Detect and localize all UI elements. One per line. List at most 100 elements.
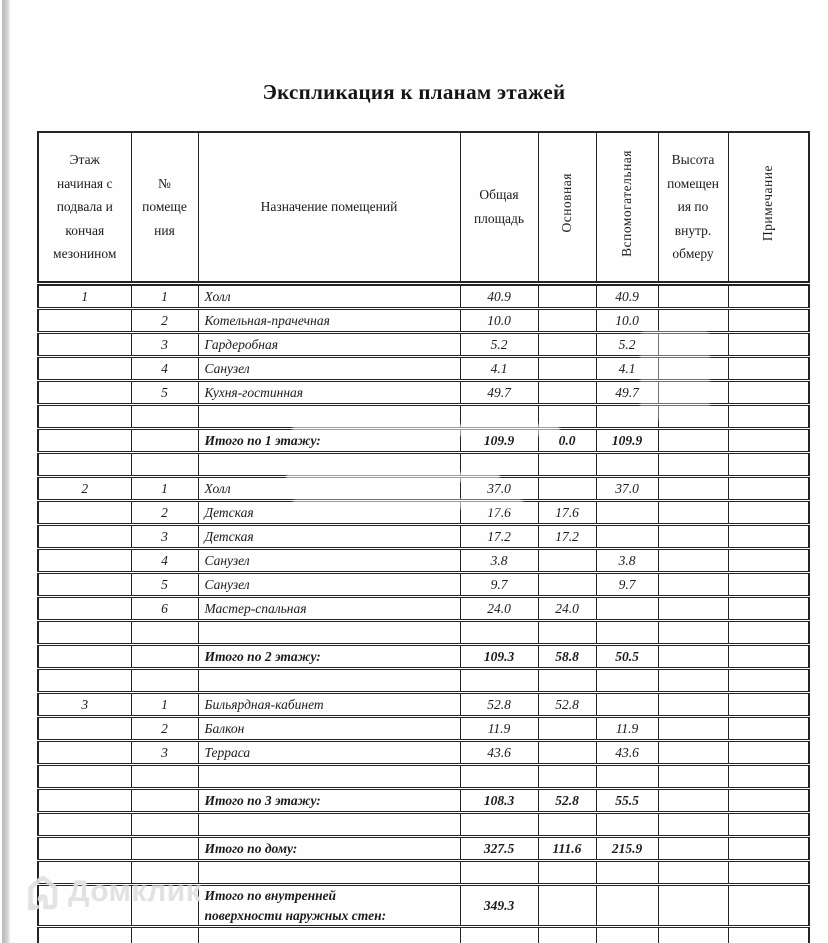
- cell-name: Холл: [197, 475, 460, 501]
- cell-name: Мастер-спальная: [197, 595, 460, 621]
- page-title: Экспликация к планам этажей: [262, 80, 566, 104]
- cell-height: [657, 379, 728, 405]
- cell-total: [459, 925, 538, 943]
- cell-main: [537, 451, 596, 477]
- cell-num: 2: [130, 715, 198, 741]
- cell-floor: [38, 571, 131, 597]
- cell-aux: [595, 595, 658, 621]
- cell-height: [657, 475, 728, 501]
- cell-aux: [595, 403, 658, 429]
- cell-main: 17.2: [537, 523, 596, 549]
- col-header-note: Примечание: [727, 132, 809, 286]
- cell-floor: [38, 451, 131, 477]
- cell-name: [197, 667, 460, 693]
- table-row-data: 5 Кухня-гостинная 49.7 49.7: [38, 379, 809, 405]
- cell-name: Итого по 1 этажу:: [197, 427, 460, 453]
- table-row-data: 5 Санузел 9.7 9.7: [38, 571, 809, 597]
- cell-total: 43.6: [459, 739, 538, 765]
- table-row-total: Итого по 2 этажу: 109.3 58.8 50.5: [38, 643, 809, 669]
- table-row-empty: [38, 403, 809, 429]
- table-row-total-tall: Итого по внутренней поверхности наружных…: [38, 882, 809, 927]
- cell-note: [727, 307, 809, 333]
- cell-total: 109.3: [459, 643, 538, 669]
- cell-aux: [595, 523, 658, 549]
- cell-aux: [595, 691, 658, 717]
- cell-floor: [38, 379, 131, 405]
- cell-main: [537, 811, 596, 837]
- table-row-total: Итого по 1 этажу: 109.9 0.0 109.9: [38, 427, 809, 453]
- cell-total: 4.1: [459, 355, 538, 381]
- cell-aux: 10.0: [595, 307, 658, 333]
- cell-aux: 11.9: [595, 715, 658, 741]
- cell-floor: [38, 331, 131, 357]
- cell-height: [657, 835, 728, 861]
- cell-num: [130, 763, 198, 789]
- cell-name: Детская: [197, 523, 460, 549]
- cell-height: [657, 691, 728, 717]
- cell-aux: 5.2: [595, 331, 658, 357]
- cell-name: Терраса: [197, 739, 460, 765]
- cell-name: Кухня-гостинная: [197, 379, 460, 405]
- cell-height: [657, 571, 728, 597]
- cell-aux: 49.7: [595, 379, 658, 405]
- cell-floor: [38, 499, 131, 525]
- cell-aux: 109.9: [595, 427, 658, 453]
- table-row-data: 2 Детская 17.6 17.6: [38, 499, 809, 525]
- cell-height: [657, 787, 728, 813]
- table-row-empty: [38, 859, 809, 885]
- cell-note: [727, 403, 809, 429]
- cell-total: [459, 811, 538, 837]
- cell-num: [130, 427, 198, 453]
- cell-aux: [595, 811, 658, 837]
- cell-main: 111.6: [537, 835, 596, 861]
- table-row-total: Итого по 3 этажу: 108.3 52.8 55.5: [38, 787, 809, 813]
- cell-aux: 3.8: [595, 547, 658, 573]
- cell-height: [657, 427, 728, 453]
- cell-name: Гардеробная: [197, 331, 460, 357]
- col-header-purpose: Назначение помещений: [197, 132, 460, 286]
- cell-floor: [38, 307, 131, 333]
- cell-name: Санузел: [197, 355, 460, 381]
- cell-aux: [595, 859, 658, 885]
- cell-num: 3: [130, 331, 198, 357]
- cell-aux: 215.9: [595, 835, 658, 861]
- table-row-empty: [38, 451, 809, 477]
- cell-aux: [595, 619, 658, 645]
- cell-main: [537, 739, 596, 765]
- table-row-data: 1 1 Холл 40.9 40.9: [38, 283, 809, 309]
- cell-note: [727, 427, 809, 453]
- cell-aux: [595, 763, 658, 789]
- cell-aux: 43.6: [595, 739, 658, 765]
- cell-note: [727, 882, 809, 927]
- cell-height: [657, 619, 728, 645]
- cell-total: [459, 859, 538, 885]
- table-row-empty: [38, 667, 809, 693]
- cell-name: Котельная-прачечная: [197, 307, 460, 333]
- cell-num: [130, 925, 198, 943]
- cell-aux: [595, 499, 658, 525]
- cell-total: 10.0: [459, 307, 538, 333]
- table-row-data: 2 Котельная-прачечная 10.0 10.0: [38, 307, 809, 333]
- cell-num: [130, 811, 198, 837]
- table-row-data: 4 Санузел 4.1 4.1: [38, 355, 809, 381]
- cell-num: [130, 835, 198, 861]
- cell-total: 37.0: [459, 475, 538, 501]
- cell-floor: [38, 739, 131, 765]
- cell-main: [537, 403, 596, 429]
- cell-note: [727, 859, 809, 885]
- cell-floor: [38, 882, 131, 927]
- cell-floor: [38, 643, 131, 669]
- cell-total: 11.9: [459, 715, 538, 741]
- cell-name: [197, 619, 460, 645]
- cell-aux: 37.0: [595, 475, 658, 501]
- cell-note: [727, 475, 809, 501]
- cell-note: [727, 787, 809, 813]
- cell-name: [197, 811, 460, 837]
- cell-name: Бильярдная-кабинет: [197, 691, 460, 717]
- cell-floor: [38, 763, 131, 789]
- cell-main: [537, 547, 596, 573]
- cell-note: [727, 547, 809, 573]
- cell-num: 1: [130, 475, 198, 501]
- cell-name: [197, 763, 460, 789]
- cell-height: [657, 547, 728, 573]
